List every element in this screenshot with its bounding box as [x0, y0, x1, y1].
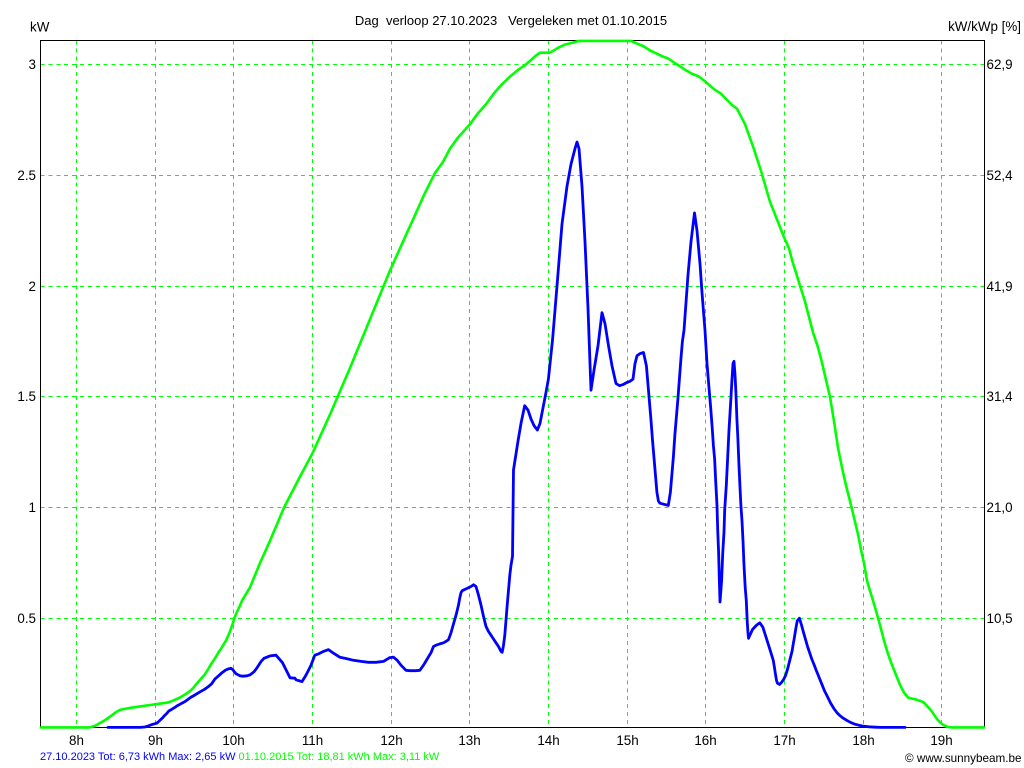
- svg-text:11h: 11h: [302, 733, 323, 748]
- svg-text:1: 1: [29, 500, 36, 515]
- svg-text:10h: 10h: [222, 733, 244, 748]
- svg-text:52,4: 52,4: [987, 168, 1014, 183]
- svg-text:41,9: 41,9: [987, 279, 1013, 294]
- svg-text:21,0: 21,0: [987, 500, 1013, 515]
- svg-text:17h: 17h: [773, 733, 795, 748]
- svg-text:9h: 9h: [148, 733, 163, 748]
- svg-text:kW: kW: [30, 20, 50, 35]
- svg-text:19h: 19h: [930, 733, 952, 748]
- svg-text:3: 3: [29, 57, 36, 72]
- svg-text:13h: 13h: [458, 733, 480, 748]
- svg-text:14h: 14h: [537, 733, 559, 748]
- svg-text:2: 2: [29, 279, 36, 294]
- svg-text:15h: 15h: [616, 733, 638, 748]
- svg-text:16h: 16h: [694, 733, 716, 748]
- svg-text:27.10.2023 Tot: 6,73 kWh Max:: 27.10.2023 Tot: 6,73 kWh Max: 2,65 kW 01…: [40, 751, 440, 763]
- svg-text:8h: 8h: [69, 733, 84, 748]
- svg-text:31,4: 31,4: [987, 389, 1014, 404]
- svg-text:kW/kWp [%]: kW/kWp [%]: [948, 19, 1021, 34]
- svg-text:2.5: 2.5: [17, 168, 36, 183]
- svg-text:10,5: 10,5: [987, 611, 1013, 626]
- svg-text:18h: 18h: [852, 733, 874, 748]
- svg-text:© www.sunnybeam.be: © www.sunnybeam.be: [905, 752, 1021, 765]
- svg-text:62,9: 62,9: [987, 57, 1013, 72]
- svg-text:Dag verloop 27.10.2023 Verg: Dag verloop 27.10.2023 Vergeleken met 01…: [355, 13, 667, 28]
- svg-text:12h: 12h: [380, 733, 402, 748]
- svg-text:0.5: 0.5: [17, 611, 36, 626]
- svg-text:1.5: 1.5: [17, 389, 36, 404]
